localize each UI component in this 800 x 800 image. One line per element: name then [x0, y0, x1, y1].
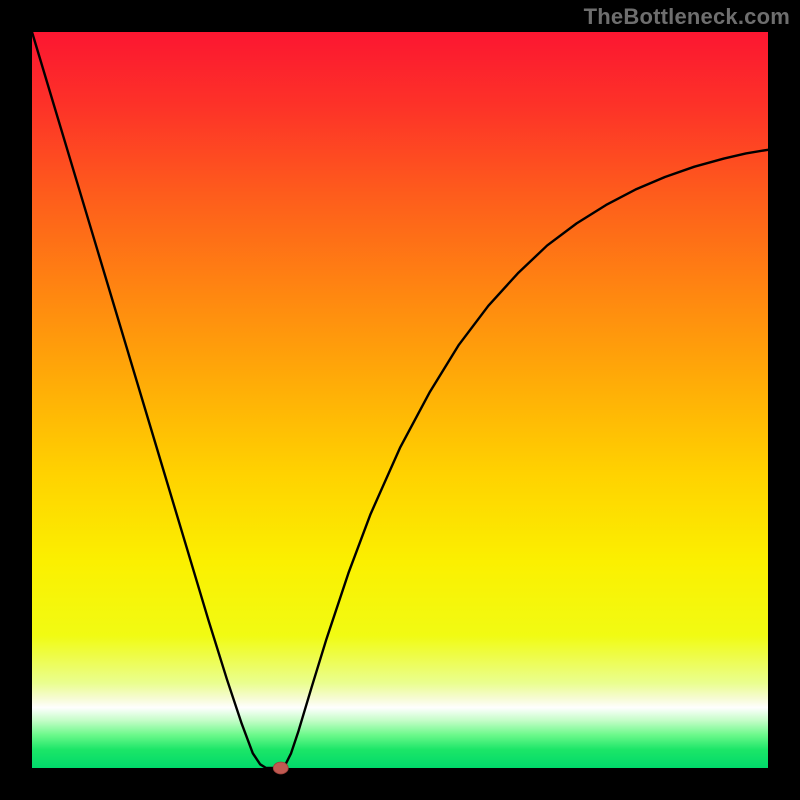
- optimal-point-marker: [273, 762, 288, 774]
- chart-container: TheBottleneck.com: [0, 0, 800, 800]
- watermark-text: TheBottleneck.com: [584, 4, 790, 30]
- bottleneck-chart: [0, 0, 800, 800]
